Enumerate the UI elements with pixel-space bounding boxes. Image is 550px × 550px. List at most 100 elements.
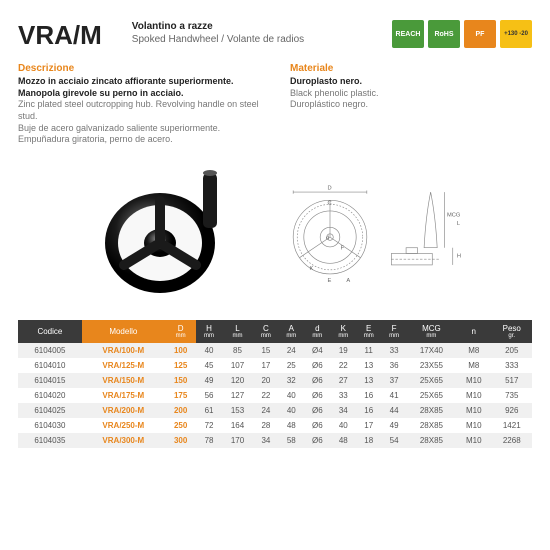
table-cell: 40: [196, 343, 221, 358]
compliance-badge: PF: [464, 20, 496, 48]
table-cell: 13: [356, 358, 381, 373]
table-cell: 41: [381, 388, 406, 403]
diagram-label-H: H: [457, 254, 461, 260]
table-row: 6104035VRA/300-M300781703458Ø648185428X8…: [18, 433, 532, 448]
diagram-label-K: K: [310, 266, 314, 272]
table-header-cell: Codice: [18, 320, 82, 343]
table-cell: 6104010: [18, 358, 82, 373]
table-cell: 25X65: [407, 373, 456, 388]
table-cell: 6104020: [18, 388, 82, 403]
table-cell: 33: [381, 343, 406, 358]
table-cell: 40: [279, 403, 304, 418]
table-cell: 49: [381, 418, 406, 433]
table-cell: 300: [165, 433, 196, 448]
table-cell: 120: [222, 373, 253, 388]
table-cell: 28X85: [407, 418, 456, 433]
table-cell: 27: [331, 373, 356, 388]
table-cell: 22: [331, 358, 356, 373]
table-cell: M10: [456, 433, 491, 448]
table-cell: 25: [279, 358, 304, 373]
table-cell: VRA/100-M: [82, 343, 165, 358]
table-cell: 32: [279, 373, 304, 388]
table-cell: 175: [165, 388, 196, 403]
table-cell: M10: [456, 373, 491, 388]
desc-title-right: Materiale: [290, 63, 532, 74]
table-header-cell: Lmm: [222, 320, 253, 343]
table-cell: 250: [165, 418, 196, 433]
subtitle-en: Spoked Handwheel / Volante de radios: [132, 33, 304, 46]
diagram-label-MCG: MCG: [447, 213, 461, 219]
table-cell: 13: [356, 373, 381, 388]
mat-it: Duroplasto nero.: [290, 76, 532, 88]
table-cell: 17: [356, 418, 381, 433]
table-cell: 100: [165, 343, 196, 358]
table-cell: 61: [196, 403, 221, 418]
table-cell: 28X85: [407, 433, 456, 448]
table-cell: 18: [356, 433, 381, 448]
table-row: 6104010VRA/125-M125451071725Ø622133623X5…: [18, 358, 532, 373]
table-header-cell: Kmm: [331, 320, 356, 343]
table-header-cell: Emm: [356, 320, 381, 343]
compliance-badge: RoHS: [428, 20, 460, 48]
diagram-label-E: E: [328, 278, 332, 284]
diagram-label-F: F: [341, 245, 345, 251]
table-cell: 22: [253, 388, 278, 403]
table-cell: M8: [456, 343, 491, 358]
description-col: Descrizione Mozzo in acciaio zincato aff…: [18, 63, 260, 146]
table-cell: 6104015: [18, 373, 82, 388]
description-row: Descrizione Mozzo in acciaio zincato aff…: [18, 63, 532, 146]
table-cell: 40: [279, 388, 304, 403]
table-cell: 333: [492, 358, 532, 373]
desc-es: Buje de acero galvanizado saliente super…: [18, 123, 260, 146]
table-header-cell: MCGmm: [407, 320, 456, 343]
table-cell: 16: [356, 403, 381, 418]
table-cell: 72: [196, 418, 221, 433]
subtitle-it: Volantino a razze: [132, 20, 304, 33]
table-cell: 28: [253, 418, 278, 433]
table-cell: 23X55: [407, 358, 456, 373]
table-cell: M8: [456, 358, 491, 373]
table-header-cell: Hmm: [196, 320, 221, 343]
table-cell: M10: [456, 418, 491, 433]
table-cell: VRA/200-M: [82, 403, 165, 418]
table-cell: 34: [331, 403, 356, 418]
product-code: VRA/M: [18, 20, 102, 51]
product-photo: [85, 158, 265, 308]
table-header-cell: Fmm: [381, 320, 406, 343]
table-cell: 11: [356, 343, 381, 358]
compliance-badge: +130 -20: [500, 20, 532, 48]
material-col: Materiale Duroplasto nero. Black phenoli…: [290, 63, 532, 146]
table-cell: 517: [492, 373, 532, 388]
table-cell: 107: [222, 358, 253, 373]
table-cell: 34: [253, 433, 278, 448]
table-header-cell: Amm: [279, 320, 304, 343]
table-cell: 6104025: [18, 403, 82, 418]
table-cell: 125: [165, 358, 196, 373]
table-cell: Ø6: [304, 373, 331, 388]
table-cell: 19: [331, 343, 356, 358]
table-cell: 78: [196, 433, 221, 448]
page-header: VRA/M Volantino a razze Spoked Handwheel…: [18, 20, 532, 51]
table-cell: 25X65: [407, 388, 456, 403]
table-header-cell: Dmm: [165, 320, 196, 343]
table-cell: 926: [492, 403, 532, 418]
mat-en: Black phenolic plastic.: [290, 88, 532, 100]
table-cell: VRA/125-M: [82, 358, 165, 373]
table-cell: 1421: [492, 418, 532, 433]
table-cell: 28X85: [407, 403, 456, 418]
table-cell: 58: [279, 433, 304, 448]
table-cell: 37: [381, 373, 406, 388]
diagram-label-C: C: [328, 200, 332, 206]
title-block: VRA/M Volantino a razze Spoked Handwheel…: [18, 20, 304, 51]
table-cell: 15: [253, 343, 278, 358]
table-cell: VRA/250-M: [82, 418, 165, 433]
table-head: CodiceModelloDmmHmmLmmCmmAmmdmmKmmEmmFmm…: [18, 320, 532, 343]
diagram-label-L: L: [457, 221, 460, 227]
table-cell: 16: [356, 388, 381, 403]
table-cell: Ø6: [304, 403, 331, 418]
table-cell: 200: [165, 403, 196, 418]
table-cell: VRA/175-M: [82, 388, 165, 403]
table-cell: 45: [196, 358, 221, 373]
diagram-label-d: d: [326, 236, 329, 242]
table-body: 6104005VRA/100-M10040851524Ø419113317X40…: [18, 343, 532, 448]
